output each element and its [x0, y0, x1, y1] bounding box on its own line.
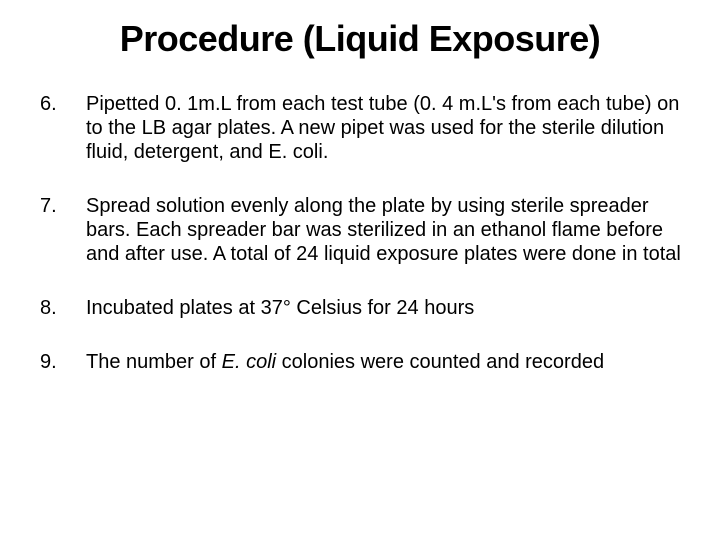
list-marker: 9.	[38, 350, 86, 374]
list-body: Spread solution evenly along the plate b…	[86, 194, 682, 266]
list-marker: 7.	[38, 194, 86, 218]
procedure-list: 6. Pipetted 0. 1m.L from each test tube …	[38, 92, 682, 374]
page-title: Procedure (Liquid Exposure)	[38, 18, 682, 60]
list-body: Incubated plates at 37° Celsius for 24 h…	[86, 296, 682, 320]
list-item: 7. Spread solution evenly along the plat…	[38, 194, 682, 266]
list-body: Pipetted 0. 1m.L from each test tube (0.…	[86, 92, 682, 164]
list-item: 9. The number of E. coli colonies were c…	[38, 350, 682, 374]
slide: Procedure (Liquid Exposure) 6. Pipetted …	[0, 0, 720, 540]
list-item: 6. Pipetted 0. 1m.L from each test tube …	[38, 92, 682, 164]
list-marker: 8.	[38, 296, 86, 320]
list-marker: 6.	[38, 92, 86, 116]
list-body: The number of E. coli colonies were coun…	[86, 350, 682, 374]
list-item: 8. Incubated plates at 37° Celsius for 2…	[38, 296, 682, 320]
